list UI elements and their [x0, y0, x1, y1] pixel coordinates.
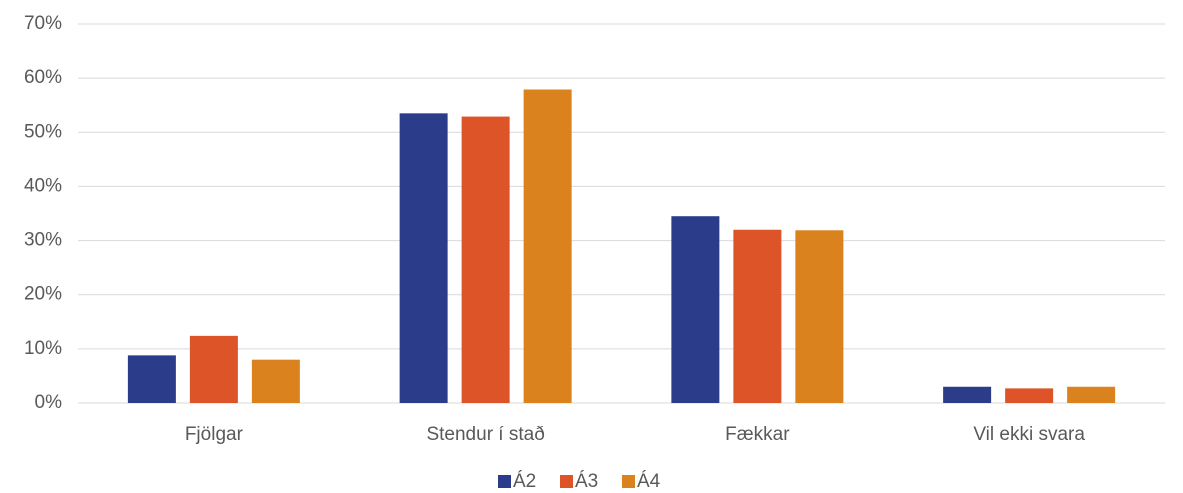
- legend-swatch: [622, 475, 635, 488]
- legend-label: Á4: [637, 471, 661, 492]
- y-tick-label: 40%: [24, 175, 62, 196]
- bar: [399, 113, 448, 403]
- y-tick-label: 20%: [24, 284, 62, 305]
- bar: [523, 89, 572, 404]
- x-tick-label: Fjölgar: [185, 424, 244, 445]
- x-tick-label: Fækkar: [725, 424, 790, 445]
- x-tick-label: Stendur í stað: [426, 424, 544, 445]
- bar: [795, 230, 844, 403]
- y-tick-label: 50%: [24, 121, 62, 142]
- x-tick-label: Vil ekki svara: [973, 424, 1085, 445]
- bar: [1005, 388, 1054, 403]
- y-tick-label: 10%: [24, 338, 62, 359]
- bar: [943, 386, 992, 403]
- bar: [733, 229, 782, 403]
- legend-swatch: [498, 475, 511, 488]
- bar: [189, 335, 238, 403]
- bar: [1067, 386, 1116, 403]
- bar: [671, 216, 720, 403]
- bar: [127, 355, 176, 403]
- legend-label: Á3: [575, 471, 598, 492]
- bar: [251, 359, 300, 403]
- legend-label: Á2: [513, 471, 536, 492]
- legend-swatch: [560, 475, 573, 488]
- y-tick-label: 30%: [24, 230, 62, 251]
- y-tick-label: 60%: [24, 67, 62, 88]
- y-tick-label: 70%: [24, 13, 62, 34]
- bar: [461, 116, 510, 403]
- y-tick-label: 0%: [35, 392, 63, 413]
